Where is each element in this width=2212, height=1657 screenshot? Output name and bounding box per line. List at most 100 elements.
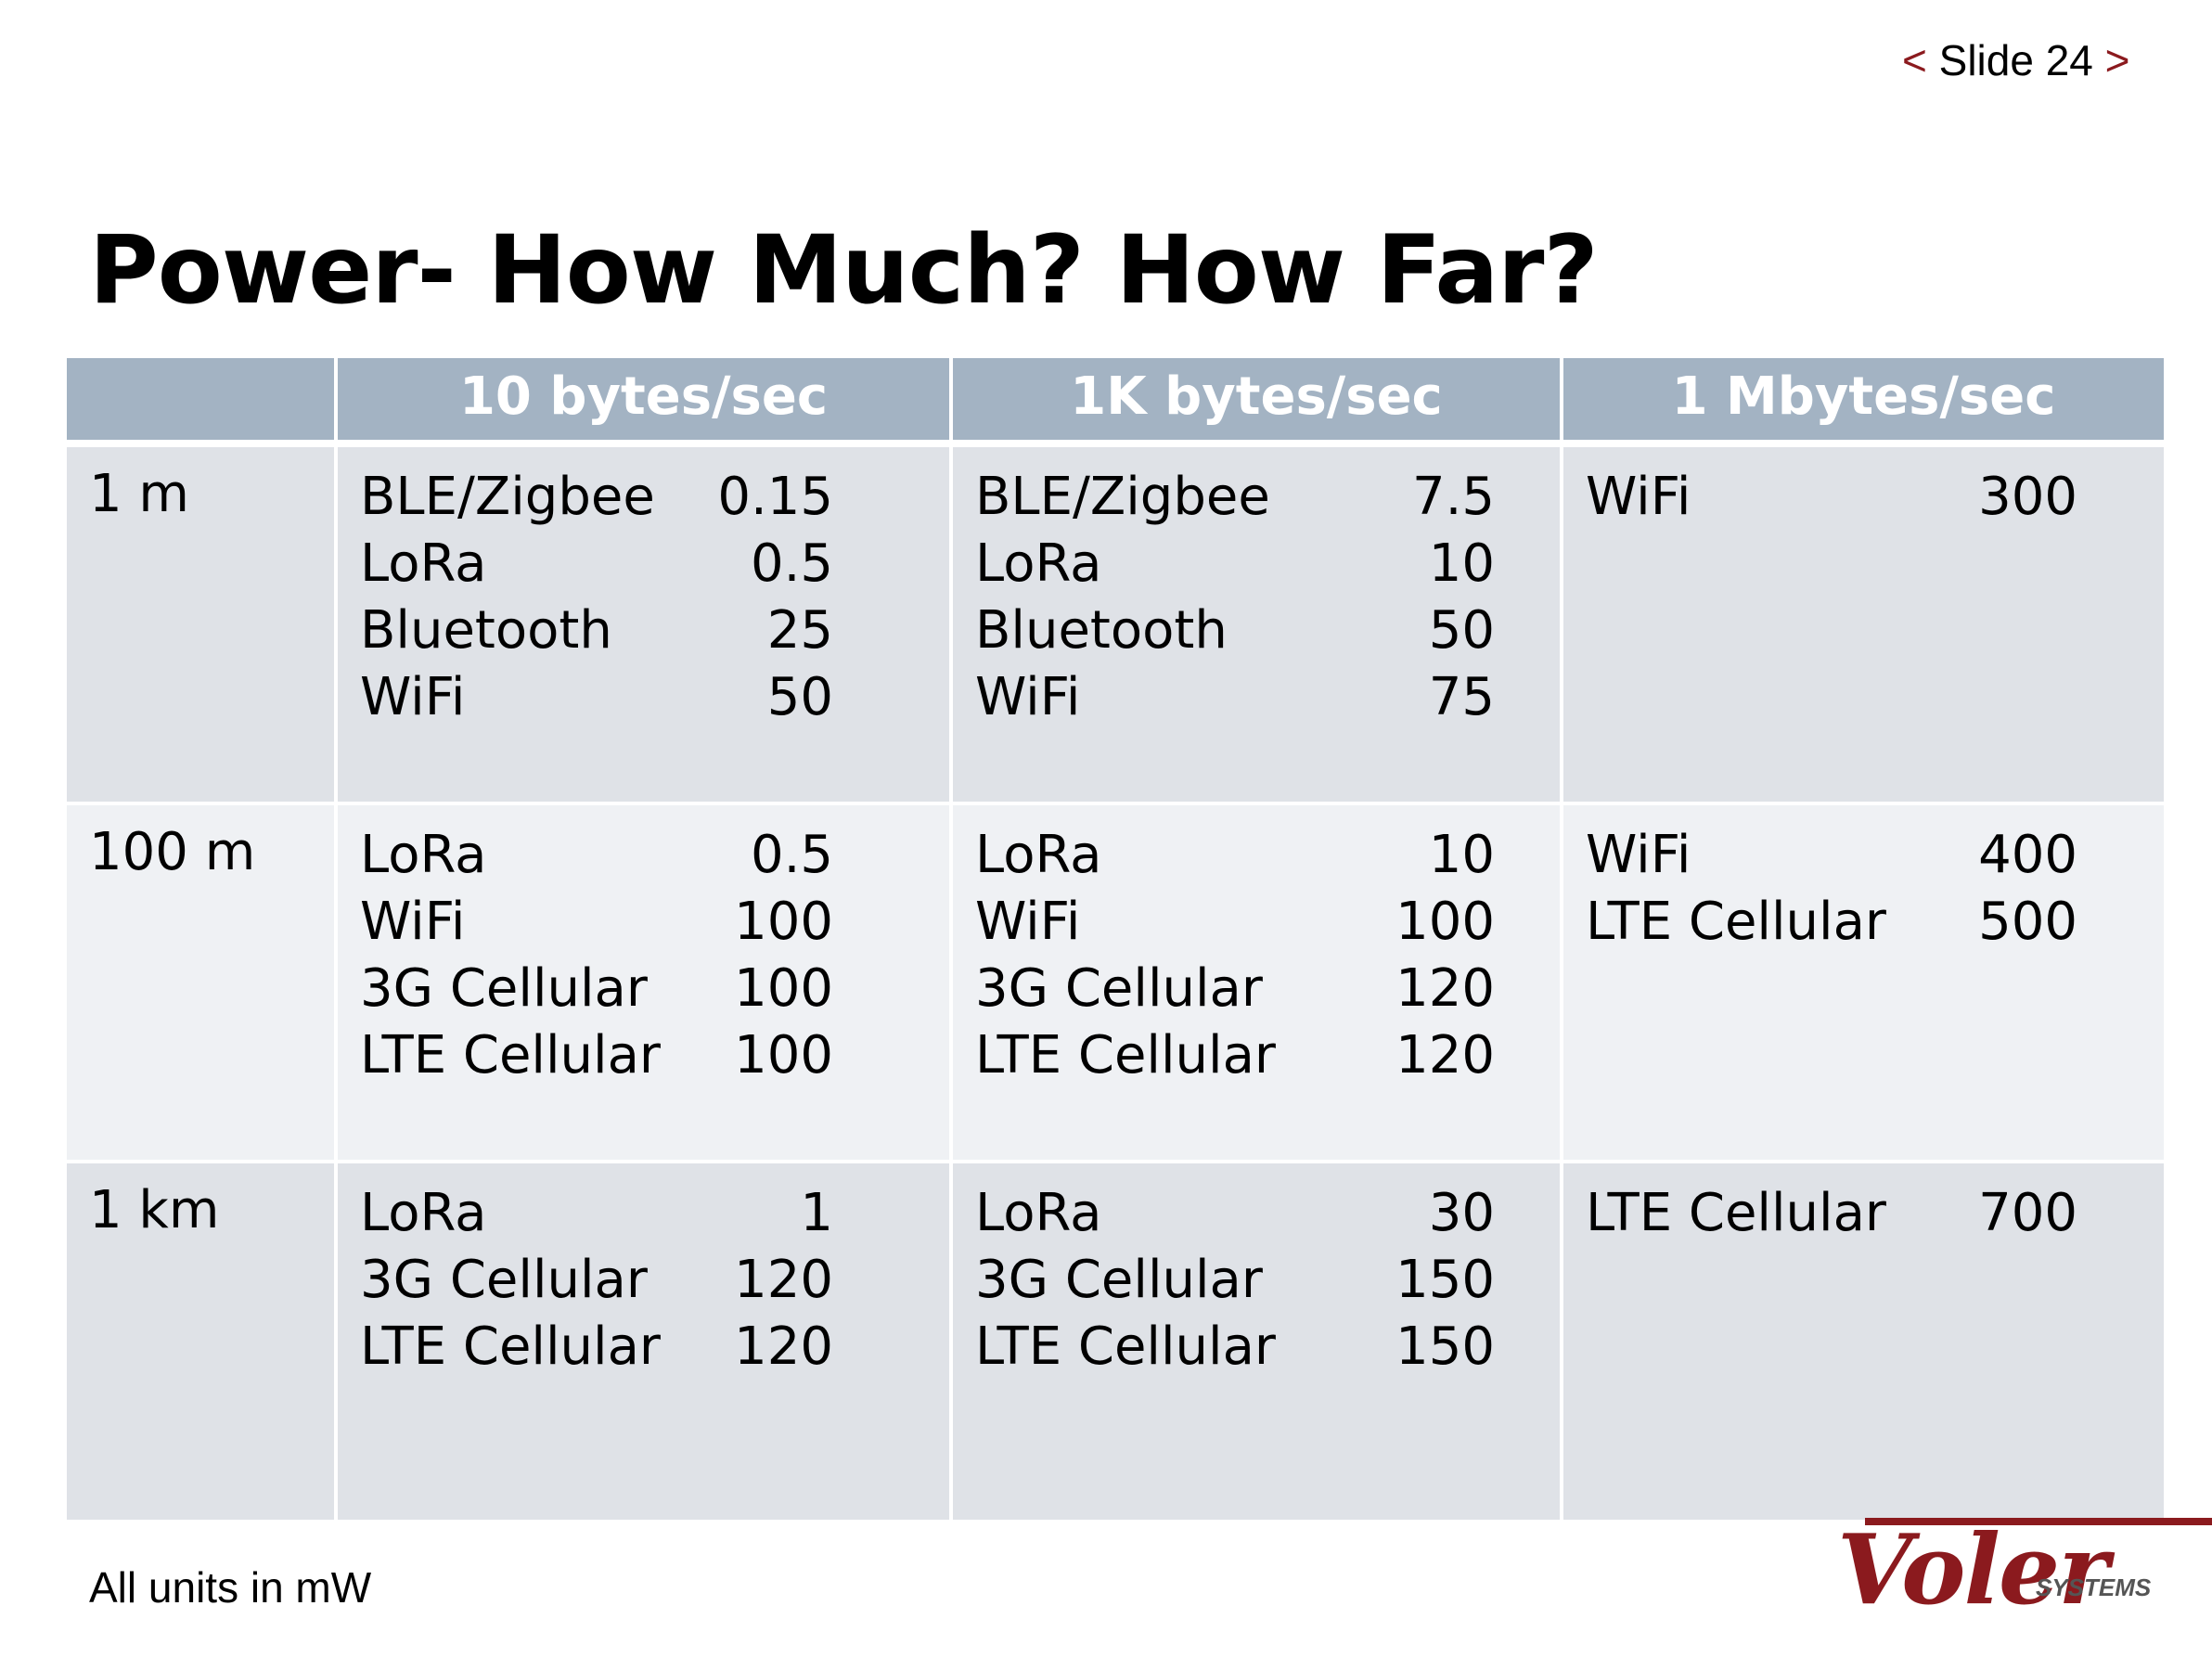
technology-name: LTE Cellular bbox=[975, 1317, 1276, 1377]
technology-entry: LoRa 10 bbox=[975, 822, 1495, 889]
technology-entry: BLE/Zigbee 0.15 bbox=[360, 464, 833, 531]
technology-list: LTE Cellular 700 bbox=[1586, 1180, 2077, 1247]
technology-entry: LTE Cellular 100 bbox=[360, 1022, 833, 1089]
power-value: 1 bbox=[800, 1183, 833, 1243]
header-cell-corner bbox=[67, 358, 338, 447]
technology-entry: LoRa 0.5 bbox=[360, 531, 833, 597]
technology-list: LoRa 30 3G Cellular 150 LTE Cellular 150 bbox=[975, 1180, 1495, 1381]
logo-underline bbox=[1865, 1518, 2212, 1525]
technology-name: LTE Cellular bbox=[1586, 1183, 1886, 1243]
technology-entry: LTE Cellular 500 bbox=[1586, 889, 2077, 956]
technology-entry: LoRa 0.5 bbox=[360, 822, 833, 889]
header-cell-1-mbytes: 1 Mbytes/sec bbox=[1563, 358, 2164, 447]
technology-list: BLE/Zigbee 0.15 LoRa 0.5 Bluetooth 25 WiFi 50 bbox=[360, 464, 833, 731]
row-label: 1 m bbox=[89, 464, 189, 524]
data-cell: LoRa 0.5 WiFi 100 3G Cellular 100 LTE Cellular… bbox=[338, 805, 953, 1163]
power-value: 100 bbox=[734, 892, 833, 952]
technology-entry: Bluetooth 50 bbox=[975, 597, 1495, 664]
technology-entry: LTE Cellular 120 bbox=[975, 1022, 1495, 1089]
row-header-cell: 100 m bbox=[67, 805, 338, 1163]
technology-name: 3G Cellular bbox=[360, 958, 648, 1019]
power-value: 25 bbox=[766, 600, 833, 661]
row-label: 1 km bbox=[89, 1180, 220, 1240]
data-cell: LTE Cellular 700 bbox=[1563, 1163, 2164, 1520]
row-header-cell: 1 m bbox=[67, 447, 338, 805]
data-cell: LoRa 30 3G Cellular 150 LTE Cellular 150 bbox=[953, 1163, 1563, 1520]
data-cell: WiFi 400 LTE Cellular 500 bbox=[1563, 805, 2164, 1163]
slide-navigation: < Slide 24 > bbox=[1902, 35, 2180, 85]
data-cell: LoRa 1 3G Cellular 120 LTE Cellular 120 bbox=[338, 1163, 953, 1520]
row-label: 100 m bbox=[89, 822, 256, 882]
header-label: 1K bytes/sec bbox=[1070, 366, 1443, 427]
power-value: 75 bbox=[1428, 667, 1495, 727]
next-slide-arrow[interactable]: > bbox=[2104, 36, 2130, 84]
technology-list: BLE/Zigbee 7.5 LoRa 10 Bluetooth 50 WiFi 75 bbox=[975, 464, 1495, 731]
technology-entry: 3G Cellular 150 bbox=[975, 1247, 1495, 1314]
technology-name: WiFi bbox=[360, 667, 466, 727]
power-value: 150 bbox=[1395, 1250, 1495, 1310]
power-value: 100 bbox=[734, 1025, 833, 1085]
data-cell: LoRa 10 WiFi 100 3G Cellular 120 LTE Cellular 1… bbox=[953, 805, 1563, 1163]
technology-entry: LTE Cellular 120 bbox=[360, 1314, 833, 1381]
technology-name: LTE Cellular bbox=[360, 1025, 661, 1085]
power-value: 120 bbox=[734, 1250, 833, 1310]
technology-name: LTE Cellular bbox=[1586, 892, 1886, 952]
power-value: 100 bbox=[1395, 892, 1495, 952]
technology-entry: WiFi 300 bbox=[1586, 464, 2077, 531]
power-value: 50 bbox=[1428, 600, 1495, 661]
technology-name: LTE Cellular bbox=[360, 1317, 661, 1377]
header-cell-1k-bytes: 1K bytes/sec bbox=[953, 358, 1563, 447]
slide-number: Slide 24 bbox=[1938, 36, 2093, 84]
technology-entry: LoRa 30 bbox=[975, 1180, 1495, 1247]
prev-slide-arrow[interactable]: < bbox=[1902, 36, 1927, 84]
technology-entry: LTE Cellular 700 bbox=[1586, 1180, 2077, 1247]
technology-entry: LTE Cellular 150 bbox=[975, 1314, 1495, 1381]
power-value: 30 bbox=[1428, 1183, 1495, 1243]
power-value: 700 bbox=[1978, 1183, 2077, 1243]
technology-list: LoRa 0.5 WiFi 100 3G Cellular 100 LTE Cellular… bbox=[360, 822, 833, 1089]
technology-entry: 3G Cellular 100 bbox=[360, 956, 833, 1022]
technology-name: WiFi bbox=[1586, 825, 1691, 885]
data-cell: WiFi 300 bbox=[1563, 447, 2164, 805]
power-value: 120 bbox=[1395, 958, 1495, 1019]
logo-wordmark: Voler bbox=[1837, 1512, 2109, 1626]
technology-name: LoRa bbox=[360, 533, 487, 594]
technology-name: WiFi bbox=[1586, 467, 1691, 527]
header-cell-10-bytes: 10 bytes/sec bbox=[338, 358, 953, 447]
technology-list: WiFi 300 bbox=[1586, 464, 2077, 531]
technology-list: LoRa 1 3G Cellular 120 LTE Cellular 120 bbox=[360, 1180, 833, 1381]
power-value: 400 bbox=[1978, 825, 2077, 885]
header-label: 10 bytes/sec bbox=[458, 366, 829, 427]
technology-entry: 3G Cellular 120 bbox=[360, 1247, 833, 1314]
technology-name: Bluetooth bbox=[360, 600, 612, 661]
power-value: 50 bbox=[766, 667, 833, 727]
header-label: 1 Mbytes/sec bbox=[1671, 366, 2056, 427]
technology-entry: WiFi 100 bbox=[360, 889, 833, 956]
power-value: 10 bbox=[1428, 825, 1495, 885]
technology-name: 3G Cellular bbox=[360, 1250, 648, 1310]
technology-name: BLE/Zigbee bbox=[360, 467, 655, 527]
row-header-cell: 1 km bbox=[67, 1163, 338, 1520]
power-value: 0.5 bbox=[750, 533, 833, 594]
voler-systems-logo: Voler SYSTEMS bbox=[1837, 1512, 2153, 1626]
power-value: 7.5 bbox=[1411, 467, 1495, 527]
power-value: 120 bbox=[734, 1317, 833, 1377]
power-value: 10 bbox=[1428, 533, 1495, 594]
technology-entry: LoRa 10 bbox=[975, 531, 1495, 597]
slide-title: Power- How Much? How Far? bbox=[89, 215, 1599, 326]
power-value: 0.5 bbox=[750, 825, 833, 885]
technology-name: LTE Cellular bbox=[975, 1025, 1276, 1085]
power-value: 100 bbox=[734, 958, 833, 1019]
technology-name: LoRa bbox=[360, 1183, 487, 1243]
technology-entry: LoRa 1 bbox=[360, 1180, 833, 1247]
technology-entry: 3G Cellular 120 bbox=[975, 956, 1495, 1022]
technology-list: LoRa 10 WiFi 100 3G Cellular 120 LTE Cellular 1… bbox=[975, 822, 1495, 1089]
technology-name: LoRa bbox=[975, 825, 1102, 885]
technology-name: WiFi bbox=[360, 892, 466, 952]
logo-subtitle: SYSTEMS bbox=[2036, 1574, 2152, 1601]
data-cell: BLE/Zigbee 7.5 LoRa 10 Bluetooth 50 WiFi 75 bbox=[953, 447, 1563, 805]
power-value: 150 bbox=[1395, 1317, 1495, 1377]
technology-name: LoRa bbox=[975, 1183, 1102, 1243]
technology-name: 3G Cellular bbox=[975, 958, 1263, 1019]
technology-entry: Bluetooth 25 bbox=[360, 597, 833, 664]
